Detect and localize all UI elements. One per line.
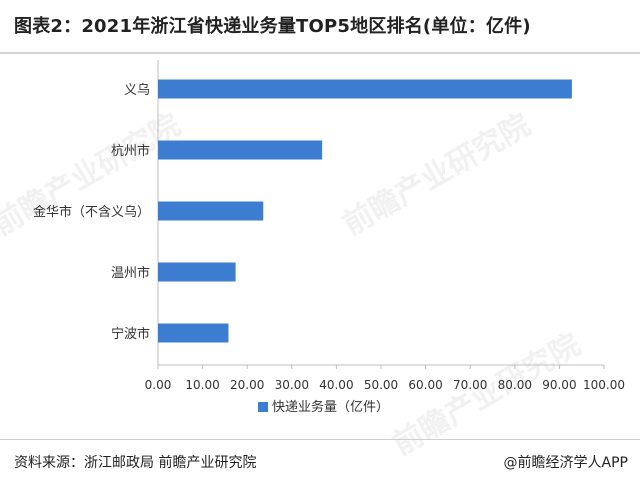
x-tick-label: 20.00 xyxy=(230,378,264,392)
bar-2 xyxy=(158,201,264,221)
x-tick-label: 50.00 xyxy=(364,378,398,392)
category-label: 金华市（不含义乌） xyxy=(33,204,150,220)
category-label: 温州市 xyxy=(111,265,150,281)
bar-3 xyxy=(158,262,236,282)
category-label: 宁波市 xyxy=(111,326,150,342)
legend-label: 快递业务量（亿件） xyxy=(272,399,389,415)
x-tick-label: 40.00 xyxy=(319,378,353,392)
x-tick-label: 30.00 xyxy=(275,378,309,392)
bar-1 xyxy=(158,140,323,160)
category-label: 杭州市 xyxy=(111,143,150,159)
legend-swatch xyxy=(258,402,268,412)
source-note: 资料来源：浙江邮政局 前瞻产业研究院 xyxy=(14,455,257,471)
x-tick-label: 100.00 xyxy=(583,378,625,392)
x-tick-label: 0.00 xyxy=(145,378,172,392)
credit-label: @前瞻经济学人APP xyxy=(503,455,628,471)
x-tick-label: 90.00 xyxy=(542,378,576,392)
title-divider xyxy=(0,52,640,54)
footer-divider xyxy=(0,439,640,440)
chart-title: 图表2：2021年浙江省快递业务量TOP5地区排名(单位：亿件) xyxy=(14,16,531,37)
x-tick-label: 10.00 xyxy=(185,378,219,392)
x-tick-label: 70.00 xyxy=(453,378,487,392)
category-label: 义乌 xyxy=(124,82,150,98)
x-tick-label: 60.00 xyxy=(408,378,442,392)
bar-0 xyxy=(158,79,572,99)
x-tick-label: 80.00 xyxy=(498,378,532,392)
bar-4 xyxy=(158,323,229,343)
